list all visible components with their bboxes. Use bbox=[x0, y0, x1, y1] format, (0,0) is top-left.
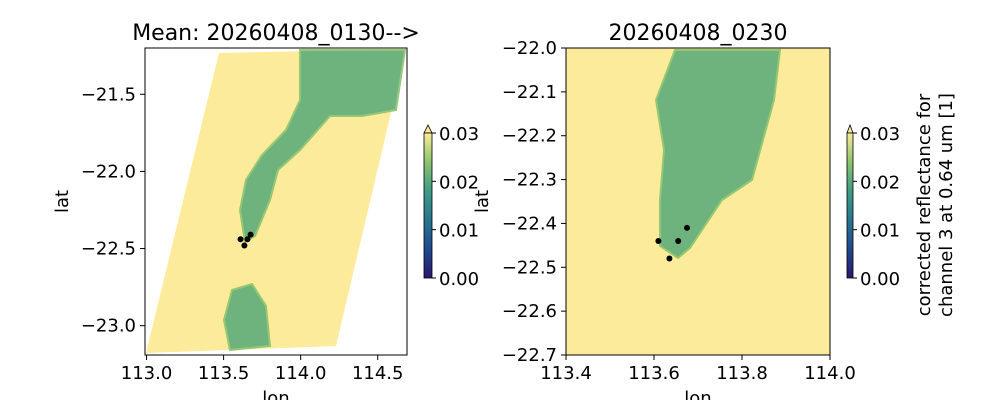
y-tick-label: −22.7 bbox=[502, 345, 557, 366]
x-tick-label: 113.4 bbox=[540, 363, 592, 384]
x-axis-label: lon bbox=[262, 388, 289, 400]
y-tick-label: −22.4 bbox=[502, 213, 557, 234]
y-tick-label: −22.2 bbox=[502, 126, 557, 147]
chart-title: 20260408_0230 bbox=[609, 21, 788, 46]
colorbar-tick-label: 0.02 bbox=[860, 172, 900, 193]
low-reflectance-region bbox=[238, 49, 407, 244]
colorbar bbox=[846, 132, 854, 279]
swath-field bbox=[146, 49, 406, 353]
x-tick-label: 113.5 bbox=[198, 363, 250, 384]
colorbar bbox=[423, 132, 433, 279]
colorbar-tick-label: 0.00 bbox=[439, 269, 479, 290]
y-tick-label: −22.0 bbox=[502, 38, 557, 59]
y-tick-label: −22.0 bbox=[81, 161, 136, 182]
y-tick-label: −22.3 bbox=[502, 170, 557, 191]
axes-frame bbox=[565, 47, 831, 356]
colorbar-tick-label: 0.01 bbox=[439, 221, 479, 242]
colorbar-tick-label: 0.02 bbox=[439, 172, 479, 193]
colorbar-label: corrected reflectance for bbox=[914, 93, 935, 316]
x-tick-label: 114.0 bbox=[804, 363, 856, 384]
x-tick-label: 113.0 bbox=[121, 363, 173, 384]
y-tick-label: −22.1 bbox=[502, 82, 557, 103]
left-panel: 113.0 113.5 114.0 114.5 −21.5 −22.0 −22.5 −23.0… bbox=[52, 21, 479, 400]
low-reflectance-region bbox=[222, 282, 272, 352]
colorbar-tick-label: 0.03 bbox=[860, 124, 900, 145]
colorbar-extend-arrow bbox=[423, 124, 433, 134]
y-tick-label: −21.5 bbox=[81, 84, 136, 105]
data-point bbox=[247, 231, 254, 238]
data-point bbox=[241, 242, 248, 249]
data-point bbox=[655, 237, 662, 244]
y-tick-label: −23.0 bbox=[81, 316, 136, 337]
y-axis-label: lat bbox=[472, 190, 493, 213]
x-tick-label: 113.8 bbox=[716, 363, 768, 384]
data-point bbox=[237, 236, 244, 243]
y-axis-label: lat bbox=[52, 190, 73, 213]
colorbar-tick-label: 0.00 bbox=[860, 269, 900, 290]
x-tick-label: 114.0 bbox=[275, 363, 327, 384]
data-point bbox=[666, 255, 673, 262]
data-point bbox=[684, 224, 690, 231]
chart-title: Mean: 20260408_0130--> bbox=[132, 21, 420, 46]
x-tick-label: 114.5 bbox=[352, 363, 404, 384]
colorbar-tick-label: 0.01 bbox=[860, 221, 900, 242]
data-point bbox=[675, 237, 682, 244]
data-point bbox=[244, 236, 251, 243]
y-tick-label: −22.6 bbox=[502, 301, 557, 322]
colorbar-label: channel 3 at 0.64 um [1] bbox=[936, 93, 957, 317]
x-tick-label: 113.6 bbox=[628, 363, 680, 384]
y-tick-label: −22.5 bbox=[502, 257, 557, 278]
x-axis-label: lon bbox=[684, 388, 711, 400]
colorbar-tick-label: 0.03 bbox=[439, 124, 479, 145]
y-tick-label: −22.5 bbox=[81, 239, 136, 260]
colorbar-extend-arrow bbox=[846, 123, 854, 134]
low-reflectance-region bbox=[654, 49, 782, 260]
axes-frame bbox=[144, 47, 408, 356]
right-panel: 113.4 113.6 113.8 114.0 −22.0 −22.1 −22.2 −22.3… bbox=[472, 21, 957, 400]
